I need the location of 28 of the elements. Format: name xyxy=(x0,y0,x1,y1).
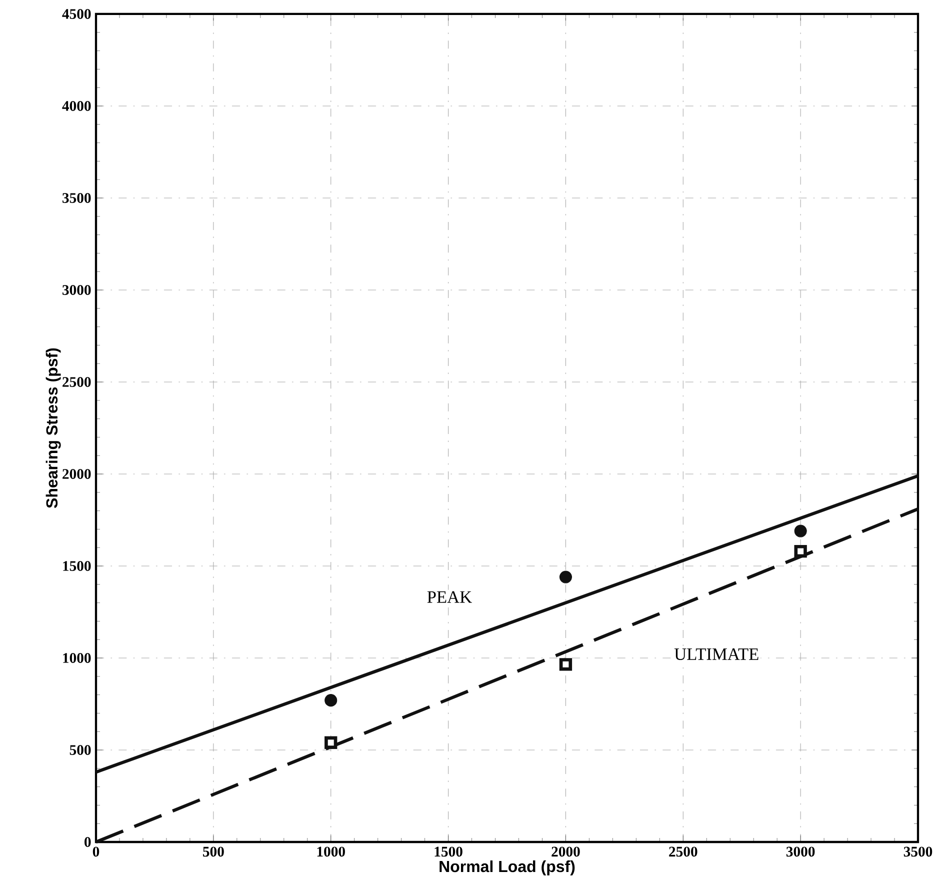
annotation: ULTIMATE xyxy=(674,648,758,660)
annotation: PEAK xyxy=(427,591,472,603)
point xyxy=(794,524,807,538)
y-tick-label: 3500 xyxy=(62,193,91,203)
point xyxy=(324,736,338,749)
x-tick-label: 3500 xyxy=(904,846,932,857)
y-tick-label: 1000 xyxy=(63,653,91,663)
x-tick-label: 500 xyxy=(203,846,224,857)
x-tick-label: 2500 xyxy=(669,846,698,857)
point xyxy=(794,544,807,558)
x-tick-label: 1500 xyxy=(434,846,462,857)
y-tick-label: 0 xyxy=(84,837,91,847)
y-tick-label: 2000 xyxy=(62,469,91,479)
y-tick-label: 2500 xyxy=(62,377,91,387)
x-tick-label: 0 xyxy=(92,846,100,857)
point xyxy=(559,570,572,584)
x-tick-label: 2000 xyxy=(552,846,580,857)
y-tick-label: 1500 xyxy=(63,561,91,571)
y-tick-label: 3000 xyxy=(62,285,91,295)
y-tick-label: 500 xyxy=(70,745,91,755)
y-axis-title: Shearing Stress (psf) xyxy=(46,348,61,508)
x-tick-label: 3000 xyxy=(786,846,815,857)
x-tick-label: 1000 xyxy=(317,846,345,857)
y-tick-label: 4000 xyxy=(62,101,91,111)
y-tick-label: 4500 xyxy=(62,9,91,19)
point xyxy=(559,658,572,671)
point xyxy=(324,694,338,707)
x-axis-title: Normal Load (psf) xyxy=(440,860,575,876)
